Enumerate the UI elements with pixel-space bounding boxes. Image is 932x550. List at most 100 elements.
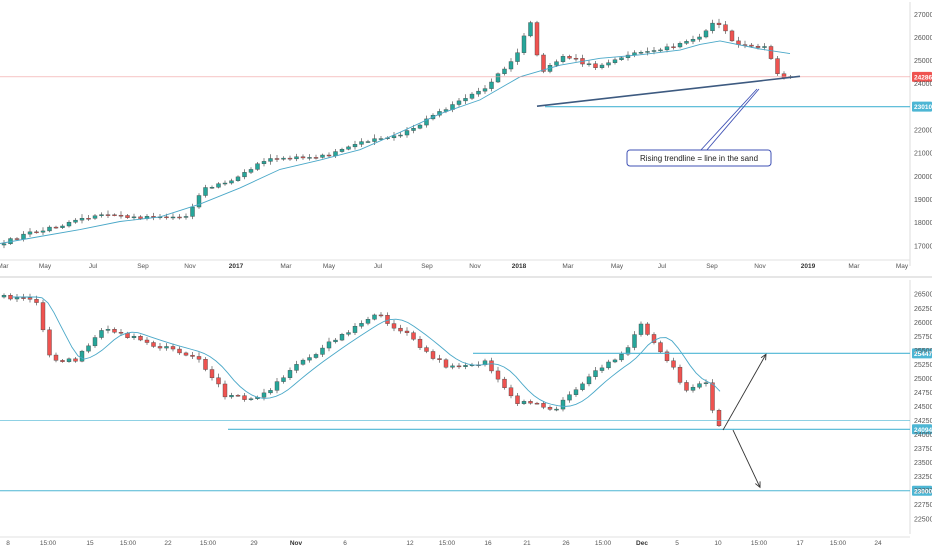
bottom-candle	[391, 323, 397, 329]
bottom-x-tick-label: 12	[406, 540, 414, 547]
bottom-candle	[599, 367, 605, 371]
bottom-level-tag	[912, 348, 932, 359]
bottom-x-tick-label: 5	[675, 540, 679, 547]
bottom-candle	[131, 335, 137, 338]
bottom-candle	[294, 364, 299, 371]
top-candle	[313, 157, 319, 159]
top-panel	[0, 2, 932, 266]
bottom-y-tick-label: 23250	[914, 474, 932, 481]
top-candle	[47, 226, 52, 232]
top-candle	[307, 157, 312, 159]
bottom-candle	[144, 339, 150, 343]
bottom-candle	[333, 339, 338, 343]
bottom-candle	[404, 330, 410, 333]
top-candle	[456, 100, 462, 105]
top-candle	[632, 52, 637, 56]
bottom-candle	[372, 314, 377, 320]
top-candle	[105, 214, 111, 216]
top-x-tick-label: Mar	[562, 263, 574, 270]
top-candle	[229, 180, 234, 184]
top-x-tick-label: 2017	[229, 263, 244, 270]
bottom-y-tick-label: 24000	[914, 432, 932, 439]
bottom-candle	[99, 330, 104, 338]
bottom-candle	[417, 338, 423, 348]
top-candle	[586, 63, 592, 65]
top-y-tick-label: 17000	[914, 243, 932, 250]
bottom-candle	[287, 370, 293, 378]
top-candle	[300, 156, 306, 159]
bottom-candle	[47, 329, 52, 356]
bottom-candle	[164, 346, 169, 349]
top-candle	[716, 22, 722, 25]
bottom-candle	[203, 359, 208, 370]
bottom-candle	[606, 361, 611, 369]
top-level-label: 24286	[914, 74, 932, 81]
top-x-tick-label: Nov	[469, 263, 481, 270]
top-candle	[391, 135, 397, 139]
bottom-candle	[547, 407, 553, 410]
top-x-tick-label: May	[896, 263, 909, 270]
top-candle	[619, 57, 624, 60]
bottom-x-tick-label: 24	[874, 540, 882, 547]
top-candle	[190, 206, 195, 217]
bottom-candle	[229, 395, 234, 398]
bottom-candle	[495, 370, 501, 380]
top-candle	[287, 157, 293, 160]
top-candle	[333, 151, 338, 157]
top-candle	[281, 157, 286, 160]
top-level-tag	[912, 101, 932, 112]
top-candle	[658, 49, 663, 52]
bottom-x-tick-label: 15:00	[595, 540, 612, 547]
top-candle	[365, 141, 371, 143]
top-candle	[274, 158, 280, 160]
bottom-candle	[339, 334, 345, 341]
bottom-candle	[528, 401, 533, 404]
top-candle	[703, 30, 709, 38]
bottom-candle	[274, 381, 280, 391]
bottom-candle	[92, 337, 98, 347]
bottom-candle	[105, 329, 111, 331]
top-candle	[60, 225, 65, 228]
top-candle	[21, 233, 26, 240]
top-x-tick-label: Nov	[184, 263, 196, 270]
top-y-tick-label: 25000	[914, 58, 932, 65]
bottom-y-tick-label: 25750	[914, 334, 932, 341]
top-candle	[164, 216, 169, 219]
top-candle	[677, 43, 683, 48]
top-candle	[762, 46, 767, 48]
bottom-x-tick-label: 15:00	[439, 540, 456, 547]
top-x-tick-label: Mar	[0, 263, 9, 270]
top-y-tick-label: 19000	[914, 197, 932, 204]
bottom-candle	[450, 365, 455, 368]
top-candle	[14, 238, 20, 240]
bottom-candle	[8, 294, 13, 300]
bottom-candle	[242, 395, 247, 400]
top-candle	[521, 35, 527, 53]
arrow-down	[732, 429, 761, 488]
bottom-x-tick-label: 15:00	[120, 540, 137, 547]
top-x-tick-label: Mar	[280, 263, 292, 270]
top-candle	[118, 214, 124, 217]
bottom-candle	[710, 382, 715, 411]
bottom-candle	[118, 332, 124, 334]
bottom-y-tick-label: 26250	[914, 306, 932, 313]
bottom-candle	[248, 398, 254, 400]
bottom-x-tick-label: Dec	[636, 540, 648, 547]
bottom-candle	[216, 377, 221, 385]
bottom-candle	[508, 387, 514, 397]
top-candle	[320, 154, 325, 158]
top-x-tick-label: Sep	[421, 263, 433, 270]
top-candle	[92, 215, 98, 219]
top-y-tick-label: 22000	[914, 128, 932, 135]
top-candle	[554, 61, 559, 66]
bottom-candle	[586, 376, 592, 385]
bottom-candle	[716, 410, 722, 426]
bottom-candle	[326, 341, 332, 349]
top-candle	[326, 154, 332, 157]
bottom-candle	[27, 297, 33, 300]
bottom-candle	[365, 319, 371, 324]
top-x-tick-label: Mar	[848, 263, 860, 270]
top-candle	[573, 57, 579, 60]
top-candle	[209, 187, 215, 189]
top-moving-average	[0, 40, 791, 244]
